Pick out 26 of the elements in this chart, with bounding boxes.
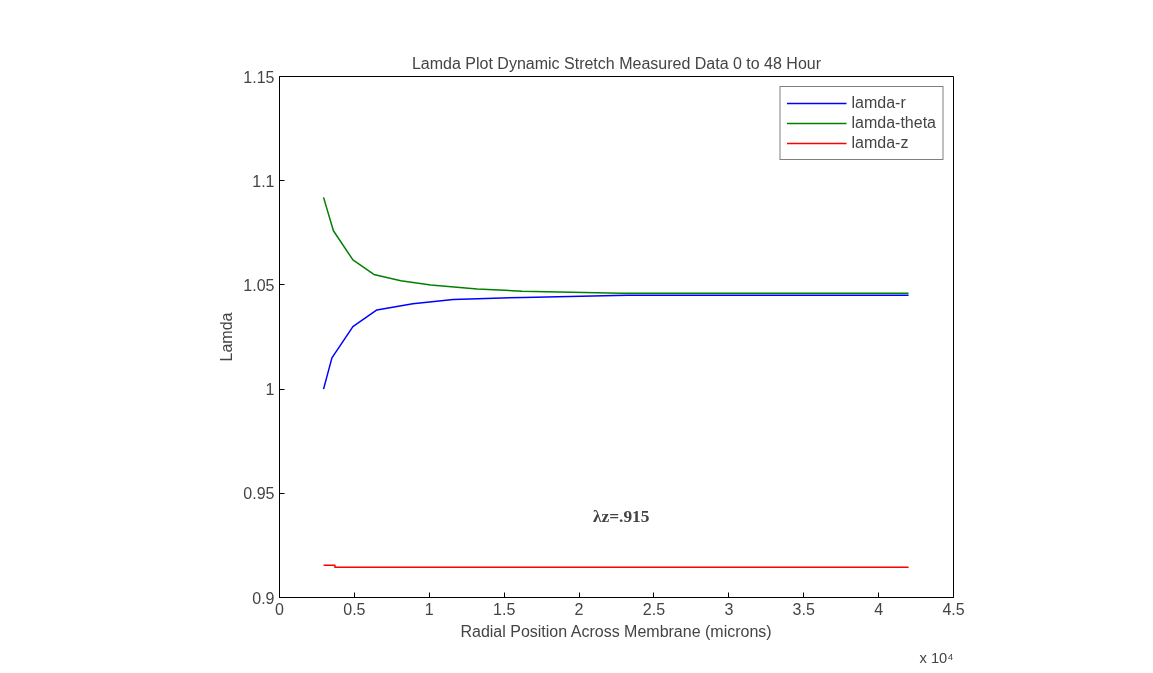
x-tick-label: 2.5 (642, 600, 666, 618)
x-tick-label: 1 (424, 600, 434, 618)
line-series (322, 196, 910, 294)
x-tick-label: 3 (724, 600, 734, 618)
x-tick-label: 4.5 (942, 600, 965, 618)
x-tick-label: 0 (275, 600, 285, 618)
y-axis-title: Lamda (218, 312, 236, 362)
y-tick-label: 0.9 (252, 589, 275, 607)
x-tick-label: 1.5 (493, 600, 516, 618)
x-tick-label: 4 (874, 600, 884, 618)
y-tick-label: 1 (265, 381, 275, 399)
x-axis-title: Radial Position Across Membrane (microns) (460, 622, 772, 640)
y-tick-label: 1.1 (252, 172, 275, 190)
x-tick-label: 0.5 (343, 600, 366, 618)
y-tick-label: 1.15 (243, 68, 275, 86)
text: x 10⁴ (919, 649, 954, 666)
y-tick-label: 1.05 (243, 276, 275, 294)
annotation: λz=.915 (593, 506, 650, 526)
chart-title: Lamda Plot Dynamic Stretch Measured Data 0 to 48 Hour (411, 54, 822, 72)
legend-label: lamda-theta (851, 114, 936, 132)
x-tick-label: 2 (574, 600, 584, 618)
legend-label: lamda-z (851, 134, 909, 152)
y-tick-label: 0.95 (243, 485, 275, 503)
line-series (322, 294, 910, 390)
x-tick-label: 3.5 (792, 600, 815, 618)
legend-label: lamda-r (851, 94, 906, 112)
